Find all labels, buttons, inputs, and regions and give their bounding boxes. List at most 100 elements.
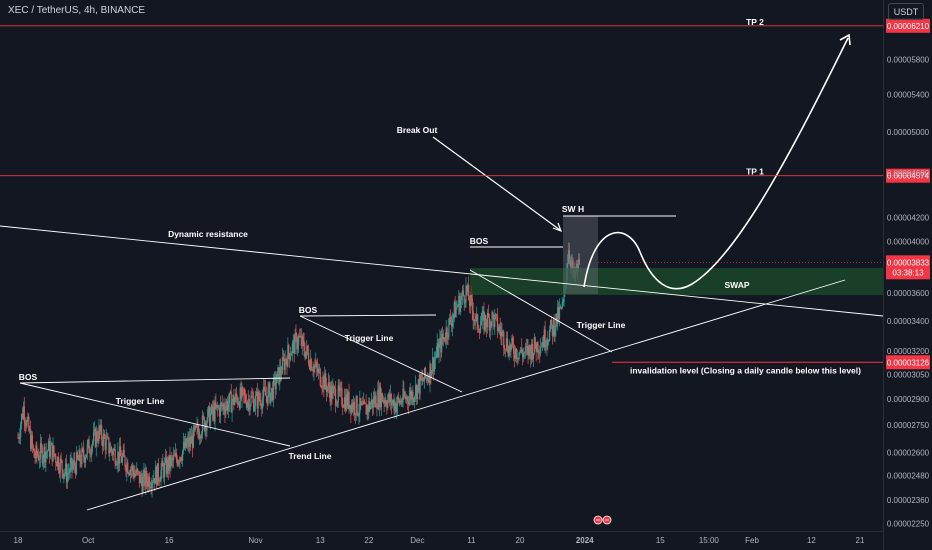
candle-body [95,431,97,447]
trigger-line-2 [299,315,463,393]
candle-body [24,421,26,424]
candle-body [316,362,318,368]
candle-body [470,294,472,299]
candle-body [133,471,135,478]
candle-body [46,451,48,453]
candle-body [102,433,105,447]
candle-body [151,482,153,489]
candle-body [157,463,159,480]
candle-body [90,453,92,455]
time-axis[interactable]: 18 Oct 16 Nov 13 22 Dec 11 20 2024 15 15:00 Feb 12 21 [0,515,883,545]
candle-body [556,313,558,324]
candle-body [485,315,487,325]
candle-body [125,466,127,472]
candle-body [532,352,535,360]
trigger-line-1 [19,382,291,447]
candle-body [513,344,515,355]
candle-body [218,407,220,409]
candle-body [80,461,82,465]
candle-body [40,443,42,448]
candle-body [449,316,451,319]
candle-body [246,402,248,408]
candle-body [344,396,347,411]
candle-body [404,396,406,398]
candle-body [196,424,198,427]
candle-body [285,358,287,361]
candle-body [545,346,547,348]
candle-body [359,398,361,414]
candle-body [103,433,105,439]
price-tick-label: 0.00004200 [887,214,930,223]
candle-body [354,413,356,416]
candle-body [491,312,493,327]
swap-zone [470,268,883,295]
candle-body [540,347,542,354]
candle-body [245,401,248,408]
candle-body [547,340,549,342]
candle-body [380,393,383,408]
price-axis[interactable]: 0.00002250 0.00002360 0.00002480 0.00002600… [598,0,930,550]
candle-body [121,456,123,463]
candle-body [280,373,283,375]
candle-body [533,337,535,353]
trigger-line-3 [469,269,613,353]
candle-body [38,455,40,461]
candle-body [209,406,211,426]
candle-body [405,396,407,400]
candle-body [304,351,306,358]
candle-body [188,438,190,447]
candle-body [139,474,141,484]
candle-body [242,387,244,390]
candle-body [495,314,497,315]
candle-body [330,385,332,402]
candle-body [331,385,333,399]
candle-body [444,340,446,342]
candle-body [340,387,342,389]
candle-body [138,471,141,484]
candle-body [471,298,473,311]
candle-body [343,407,345,408]
candle-body [299,335,302,337]
candle-body [435,354,437,357]
candle-body [379,386,381,408]
candle-body [164,457,167,463]
candle-body [570,262,572,267]
candle-body [403,388,405,398]
candle-body [409,390,411,397]
candle-body [128,473,131,475]
trend-line-label: Trend Line [289,451,332,461]
candle-body [289,353,291,361]
candle-body [338,385,340,392]
candle-body [448,318,450,337]
candle-body [124,456,126,467]
candle-body [334,388,337,406]
invalidation-label: invalidation level (Closing a daily cand… [630,365,861,375]
candle-body [164,462,166,478]
time-tick-label: 11 [467,536,476,545]
candle-body [74,460,76,467]
candle-body [520,347,522,352]
currency-unit-button[interactable]: USDT [888,3,924,20]
candle-body [187,438,189,443]
candle-body [236,397,239,405]
bos-label-3: BOS [470,236,489,246]
candle-body [496,315,499,332]
candle-body [76,452,78,459]
candle-body [108,437,110,454]
candle-body [418,379,420,394]
candle-body [166,459,168,475]
candle-body [55,455,57,463]
candle-body [190,436,192,444]
candle-body [59,458,61,474]
candle-body [433,357,435,372]
candle-body [193,426,195,430]
candle-body [367,405,369,412]
candle-body [375,395,377,408]
candle-body [363,400,365,403]
candle-body [37,455,39,456]
candle-body [501,332,503,337]
candle-body [253,405,256,411]
candle-body [366,405,368,415]
candle-body [226,401,228,407]
